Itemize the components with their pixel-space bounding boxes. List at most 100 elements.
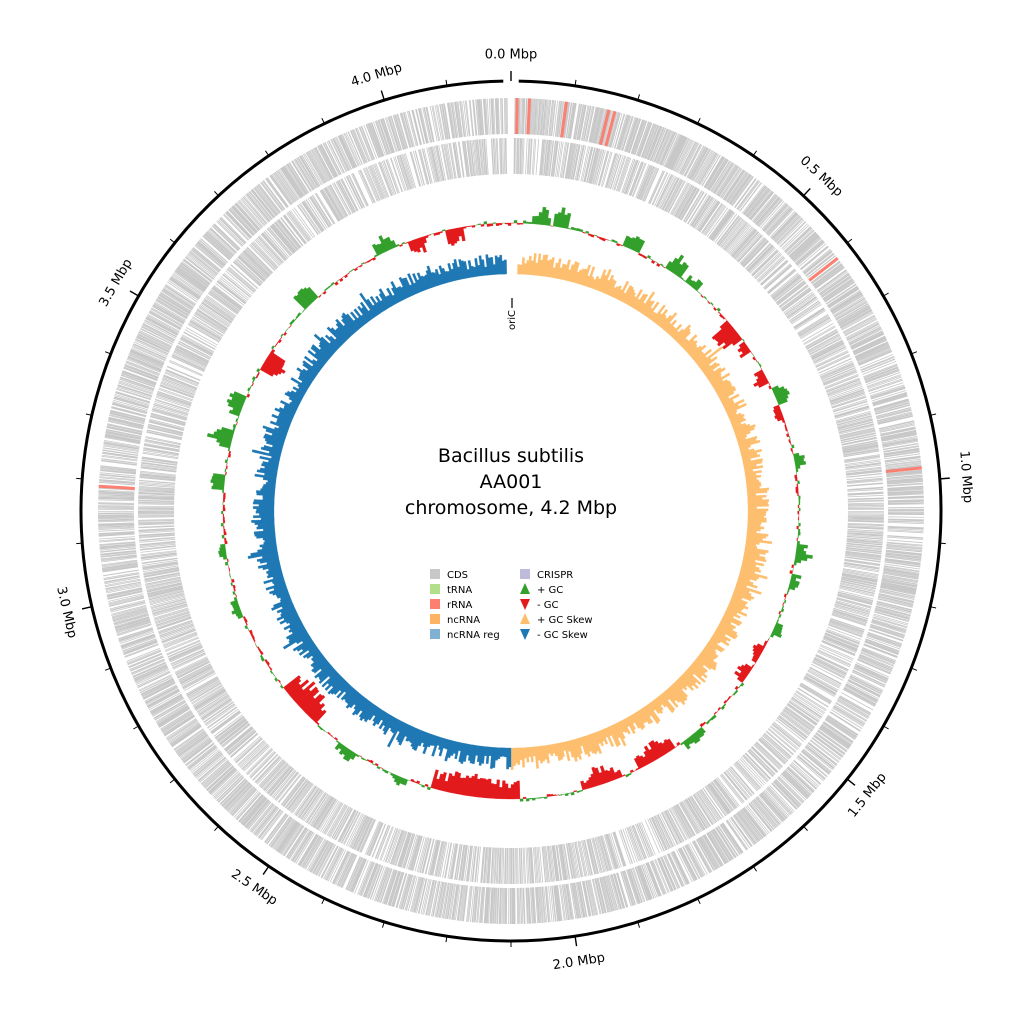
legend-label: + GC Skew xyxy=(537,615,593,626)
minor-tick xyxy=(133,725,139,730)
legend-label: - GC xyxy=(537,600,559,611)
legend-swatch xyxy=(430,599,440,609)
legend-item: CDS xyxy=(430,569,468,581)
minor-tick xyxy=(85,413,92,416)
oric-marker: oriC xyxy=(507,298,518,330)
major-tick xyxy=(574,936,578,947)
axis-tick-label: 1.0 Mbp xyxy=(956,450,975,504)
major-tick xyxy=(802,187,811,197)
legend-label: ncRNA reg xyxy=(447,630,500,641)
organism-name: Bacillus subtilis xyxy=(438,445,584,467)
legend-triangle-up-icon xyxy=(520,583,530,594)
minor-tick xyxy=(697,117,701,124)
rrna-feature xyxy=(598,109,611,146)
legend-item: - GC Skew xyxy=(520,629,588,641)
major-tick xyxy=(129,290,139,297)
legend-item: rRNA xyxy=(430,599,473,611)
axis-tick-label: 4.0 Mbp xyxy=(349,60,404,90)
legend-label: CRISPR xyxy=(537,570,573,581)
minor-tick xyxy=(911,351,918,355)
minor-tick xyxy=(930,413,937,416)
minor-tick xyxy=(911,667,918,671)
gc-content-positive xyxy=(206,206,813,802)
legend-swatch xyxy=(430,584,440,594)
rrna-feature xyxy=(604,110,617,147)
legend-label: - GC Skew xyxy=(537,630,588,641)
minor-tick xyxy=(104,351,111,355)
legend-swatch xyxy=(430,569,440,579)
minor-tick xyxy=(321,117,325,124)
axis-tick-label: 1.5 Mbp xyxy=(845,770,889,820)
reverse-strand-feature-track xyxy=(137,137,885,885)
minor-tick xyxy=(637,94,640,101)
minor-tick xyxy=(883,725,889,730)
legend-item: ncRNA xyxy=(430,614,480,626)
legend-item: - GC xyxy=(520,599,559,611)
minor-tick xyxy=(169,778,176,784)
gc-skew-track xyxy=(247,253,773,770)
minor-tick xyxy=(803,825,808,831)
major-tick xyxy=(939,477,950,480)
legend: CDS tRNA rRNA ncRNA ncRNA reg CRISPR + GC - GC +… xyxy=(430,569,593,641)
oric-label: oriC xyxy=(507,310,518,330)
rrna-feature xyxy=(885,466,922,474)
legend-label: rRNA xyxy=(447,600,473,611)
gc-skew-negative xyxy=(247,254,512,770)
gc-skew-positive xyxy=(510,253,773,770)
minor-tick xyxy=(752,866,758,872)
legend-swatch xyxy=(430,614,440,624)
rrna-feature xyxy=(98,484,135,490)
minor-tick xyxy=(214,191,219,197)
rrna-feature xyxy=(560,101,568,138)
legend-label: CDS xyxy=(447,570,468,581)
legend-item: + GC xyxy=(520,583,563,596)
rrna-feature xyxy=(808,257,839,282)
axis-tick-label: 3.5 Mbp xyxy=(96,257,135,310)
minor-tick xyxy=(697,898,701,905)
genome-description: chromosome, 4.2 Mbp xyxy=(405,497,617,519)
legend-label: + GC xyxy=(537,585,563,596)
minor-tick xyxy=(637,921,640,928)
legend-triangle-down-icon xyxy=(520,599,530,610)
minor-tick xyxy=(382,921,385,928)
legend-label: ncRNA xyxy=(447,615,480,626)
major-tick xyxy=(81,606,92,610)
minor-tick xyxy=(752,150,758,156)
legend-item: + GC Skew xyxy=(520,613,593,626)
minor-tick xyxy=(930,606,937,609)
legend-swatch xyxy=(430,629,440,639)
forward-cds-features xyxy=(97,97,925,925)
legend-item: ncRNA reg xyxy=(430,629,500,641)
minor-tick xyxy=(846,238,853,244)
major-tick xyxy=(380,90,385,101)
legend-swatch xyxy=(520,569,530,579)
axis-tick-label: 0.0 Mbp xyxy=(485,48,538,63)
gc-content-negative xyxy=(222,222,800,800)
axis-tick-label: 2.0 Mbp xyxy=(552,951,606,974)
minor-tick xyxy=(169,238,176,244)
axis-tick-label: 0.5 Mbp xyxy=(797,153,846,200)
minor-tick xyxy=(104,667,111,671)
major-tick xyxy=(846,778,856,786)
gc-content-track xyxy=(206,206,813,802)
rrna-feature xyxy=(526,98,532,135)
legend-triangle-up-icon xyxy=(520,613,530,624)
reverse-cds-features xyxy=(137,137,885,885)
axis-tick-label: 3.0 Mbp xyxy=(53,585,79,640)
legend-triangle-down-icon xyxy=(520,629,530,640)
minor-tick xyxy=(445,79,448,86)
major-tick xyxy=(262,865,270,875)
axis-ticks xyxy=(76,71,950,947)
forward-strand-feature-track xyxy=(97,97,925,925)
minor-tick xyxy=(445,936,448,943)
legend-item: CRISPR xyxy=(520,569,573,581)
minor-tick xyxy=(321,898,325,905)
minor-tick xyxy=(214,825,219,831)
minor-tick xyxy=(574,79,577,86)
legend-item: tRNA xyxy=(430,584,472,596)
center-title: Bacillus subtilis AA001 chromosome, 4.2 … xyxy=(405,445,617,519)
minor-tick xyxy=(883,292,889,297)
rrna-feature xyxy=(515,98,519,135)
axis-tick-label: 2.5 Mbp xyxy=(228,867,280,909)
